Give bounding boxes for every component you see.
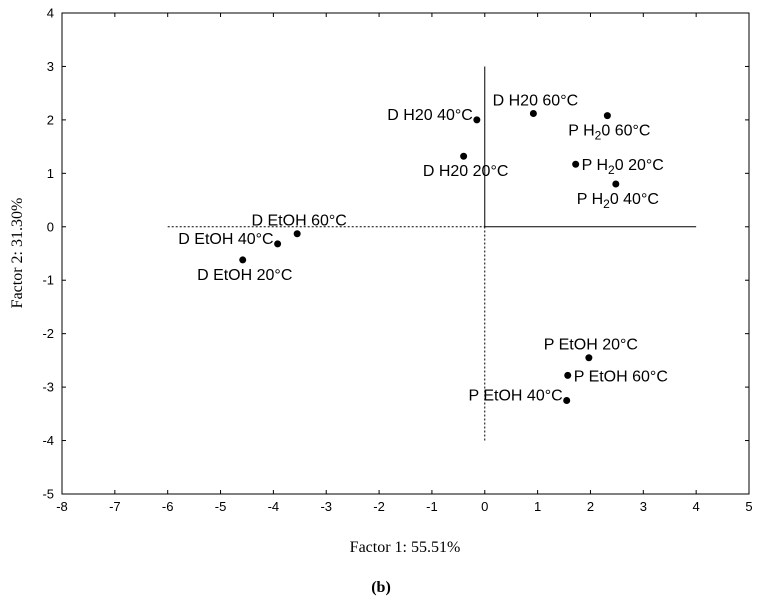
point-label-text: P EtOH 20°C bbox=[544, 337, 638, 354]
y-tick-label: 2 bbox=[47, 112, 54, 127]
point-label-text: D EtOH 20°C bbox=[197, 267, 292, 284]
y-tick-label: -2 bbox=[42, 326, 54, 341]
data-point bbox=[572, 160, 580, 168]
x-tick-label: -1 bbox=[426, 499, 438, 514]
data-point bbox=[529, 109, 537, 117]
reference-lines bbox=[167, 66, 697, 441]
y-tick-label: -1 bbox=[42, 273, 54, 288]
point-label-text: D H20 20°C bbox=[423, 163, 509, 180]
data-point bbox=[274, 240, 282, 248]
point-label: P H20 20°C bbox=[582, 157, 664, 177]
plot-frame bbox=[61, 12, 750, 495]
y-tick-label: 0 bbox=[47, 219, 54, 234]
point-label-text: P EtOH 60°C bbox=[574, 368, 668, 385]
data-point bbox=[612, 180, 620, 188]
data-points: D H20 40°CD H20 60°CD H20 20°CP H20 60°C… bbox=[178, 92, 668, 404]
point-label-text: P EtOH 40°C bbox=[469, 387, 563, 404]
point-label-tail: 0 40°C bbox=[610, 191, 659, 208]
point-label: P EtOH 20°C bbox=[544, 337, 638, 354]
point-label-subscript: 2 bbox=[608, 163, 615, 177]
point-label-subscript: 2 bbox=[603, 197, 610, 211]
y-axis-title: Factor 2: 31.30% bbox=[9, 198, 26, 309]
point-label: P H20 40°C bbox=[577, 191, 659, 211]
data-point bbox=[473, 116, 481, 124]
y-tick-label: 4 bbox=[47, 6, 54, 21]
point-label: D EtOH 20°C bbox=[197, 267, 292, 284]
point-label: D EtOH 60°C bbox=[252, 213, 347, 230]
x-tick-label: 3 bbox=[640, 499, 647, 514]
point-label-text: P H bbox=[577, 191, 603, 208]
y-tick-label: -3 bbox=[42, 380, 54, 395]
data-point bbox=[563, 396, 571, 404]
data-point bbox=[585, 354, 593, 362]
x-axis-title: Factor 1: 55.51% bbox=[350, 539, 461, 556]
point-label: D H20 60°C bbox=[493, 92, 579, 109]
y-tick-label: 3 bbox=[47, 59, 54, 74]
point-label-tail: 0 60°C bbox=[601, 123, 650, 140]
data-point bbox=[293, 230, 301, 238]
x-tick-label: -3 bbox=[320, 499, 332, 514]
x-tick-label: 1 bbox=[534, 499, 541, 514]
y-tick-label: 1 bbox=[47, 166, 54, 181]
x-tick-label: -2 bbox=[373, 499, 385, 514]
point-label-text: D EtOH 60°C bbox=[252, 213, 347, 230]
x-tick-label: 0 bbox=[481, 499, 488, 514]
x-tick-label: 2 bbox=[587, 499, 594, 514]
point-label: P EtOH 60°C bbox=[574, 368, 668, 385]
point-label: D H20 40°C bbox=[387, 107, 473, 124]
point-label-subscript: 2 bbox=[595, 129, 602, 143]
data-point bbox=[239, 256, 247, 264]
point-label-text: D H20 60°C bbox=[493, 92, 579, 109]
x-tick-label: -6 bbox=[162, 499, 174, 514]
figure-caption: (b) bbox=[371, 579, 391, 596]
x-tick-label: -5 bbox=[215, 499, 227, 514]
data-point bbox=[460, 152, 468, 160]
x-tick-label: -7 bbox=[109, 499, 121, 514]
point-label-text: P H bbox=[568, 123, 594, 140]
point-label-text: D EtOH 40°C bbox=[178, 231, 273, 248]
y-tick-label: -5 bbox=[42, 487, 54, 502]
point-label-text: P H bbox=[582, 157, 608, 174]
point-label-text: D H20 40°C bbox=[387, 107, 473, 124]
x-tick-label: 4 bbox=[693, 499, 700, 514]
data-point bbox=[603, 112, 611, 120]
point-label: P EtOH 40°C bbox=[469, 387, 563, 404]
data-point bbox=[564, 371, 572, 379]
y-tick-label: -4 bbox=[42, 433, 54, 448]
point-label-tail: 0 20°C bbox=[615, 157, 664, 174]
x-tick-label: 5 bbox=[745, 499, 752, 514]
point-label: D H20 20°C bbox=[423, 163, 509, 180]
axis-ticks: -8 -7 -6 -5 -4 -3 -2 -1 0 1 2 3 4 5 4 3 2 1 0 -1 -2 -3 -4 -5 bbox=[42, 6, 752, 515]
point-label: D EtOH 40°C bbox=[178, 231, 273, 248]
x-tick-label: -4 bbox=[268, 499, 280, 514]
x-tick-label: -8 bbox=[56, 499, 68, 514]
point-label: P H20 60°C bbox=[568, 123, 650, 143]
